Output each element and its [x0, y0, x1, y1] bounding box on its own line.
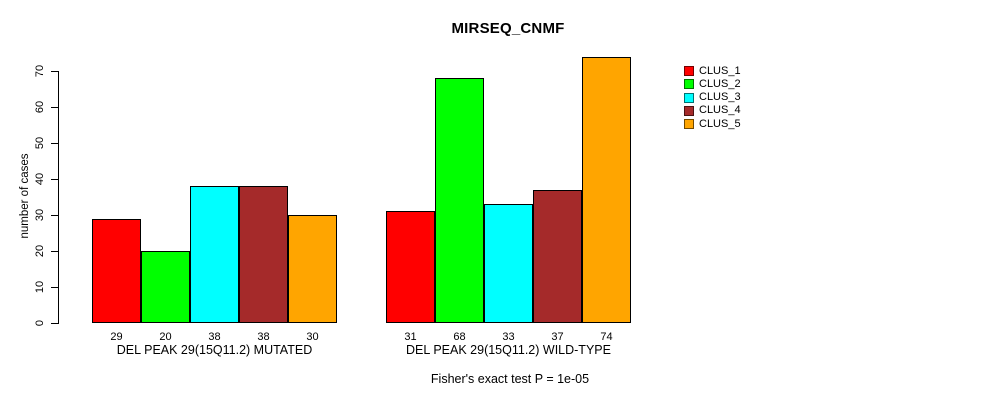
- chart-title: MIRSEQ_CNMF: [451, 20, 565, 37]
- y-tick-label: 10: [34, 280, 46, 294]
- legend-label: CLUS_3: [699, 91, 741, 104]
- legend-swatch: [684, 66, 694, 76]
- y-tick-label: 40: [34, 172, 46, 186]
- legend-swatch: [684, 105, 694, 116]
- bar-value-label: 68: [453, 331, 466, 343]
- y-tick-label: 0: [34, 319, 46, 327]
- bar-value-label: 38: [208, 331, 221, 343]
- legend-swatch: [684, 119, 694, 130]
- y-tick-label: 30: [34, 208, 46, 222]
- legend-label: CLUS_4: [699, 104, 741, 117]
- y-tick-mark: [51, 287, 58, 288]
- bar-clus_4-group1: [533, 190, 582, 323]
- bar-clus_1-group1: [386, 211, 435, 323]
- legend-swatch: [684, 79, 694, 90]
- bar-value-label: 37: [551, 331, 564, 343]
- legend-item-clus_4: CLUS_4: [684, 104, 741, 117]
- bar-clus_5-group0: [288, 215, 337, 323]
- group-label-wildtype: DEL PEAK 29(15Q11.2) WILD-TYPE: [406, 343, 611, 357]
- y-tick-mark: [51, 143, 58, 144]
- bar-value-label: 38: [257, 331, 270, 343]
- bar-clus_1-group0: [92, 219, 141, 323]
- y-tick-mark: [51, 179, 58, 180]
- y-tick-mark: [51, 251, 58, 252]
- bar-value-label: 33: [502, 331, 515, 343]
- bar-clus_3-group1: [484, 204, 533, 323]
- y-axis-line: [58, 71, 59, 324]
- bar-value-label: 20: [159, 331, 172, 343]
- legend-label: CLUS_5: [699, 117, 741, 130]
- bar-value-label: 29: [110, 331, 123, 343]
- bar-value-label: 30: [306, 331, 319, 343]
- legend-item-clus_3: CLUS_3: [684, 91, 741, 104]
- bar-clus_3-group0: [190, 186, 239, 323]
- y-tick-label: 70: [34, 64, 46, 78]
- bar-clus_4-group0: [239, 186, 288, 323]
- legend-label: CLUS_1: [699, 64, 741, 77]
- group-label-mutated: DEL PEAK 29(15Q11.2) MUTATED: [116, 343, 313, 357]
- y-tick-label: 50: [34, 136, 46, 150]
- y-tick-mark: [51, 323, 58, 324]
- legend-item-clus_2: CLUS_2: [684, 78, 741, 91]
- bar-clus_2-group0: [141, 251, 190, 323]
- y-tick-mark: [51, 215, 58, 216]
- legend-item-clus_5: CLUS_5: [684, 118, 741, 131]
- bar-value-label: 31: [404, 331, 417, 343]
- y-tick-label: 60: [34, 100, 46, 114]
- legend-item-clus_1: CLUS_1: [684, 65, 741, 78]
- bar-value-label: 74: [600, 331, 613, 343]
- y-tick-label: 20: [34, 244, 46, 258]
- y-tick-mark: [51, 71, 58, 72]
- bar-clus_2-group1: [435, 78, 484, 323]
- annotation-text: Fisher's exact test P = 1e-05: [430, 372, 590, 386]
- bar-clus_5-group1: [582, 57, 631, 323]
- y-tick-mark: [51, 107, 58, 108]
- legend-swatch: [684, 92, 694, 103]
- legend-label: CLUS_2: [699, 77, 741, 90]
- y-axis-label: number of cases: [19, 153, 31, 239]
